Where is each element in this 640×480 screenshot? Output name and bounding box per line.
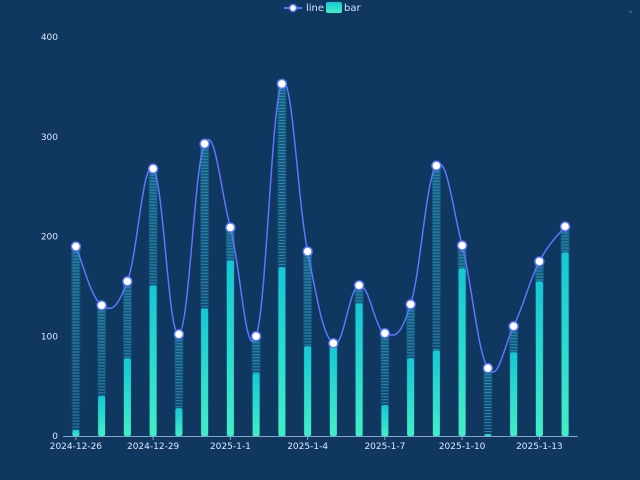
bar[interactable] [510, 352, 518, 436]
bar[interactable] [432, 350, 440, 436]
x-axis: 2024-12-26 2024-12-29 2025-1-1 2025-1-4 2025… [50, 436, 578, 452]
bar[interactable] [304, 346, 312, 436]
x-tick-label: 2024-12-26 [50, 442, 103, 452]
line-point[interactable] [199, 138, 210, 149]
y-tick-label: 100 [41, 332, 58, 342]
line-point[interactable] [173, 329, 185, 340]
legend-item-line[interactable]: line [284, 3, 324, 14]
legend-line-label: line [306, 3, 324, 14]
bar[interactable] [355, 303, 363, 436]
line-point[interactable] [482, 362, 494, 374]
bar[interactable] [252, 373, 260, 436]
y-axis: 0 100 200 300 400 [41, 33, 58, 442]
legend[interactable]: line bar [284, 2, 361, 14]
x-tick-label: 2025-1-7 [364, 442, 405, 452]
y-tick-label: 400 [41, 33, 58, 43]
x-tick-label: 2024-12-29 [127, 442, 180, 452]
legend-item-bar[interactable]: bar [326, 2, 361, 14]
legend-bar-swatch [326, 2, 342, 13]
line-point[interactable] [559, 221, 571, 232]
line-point[interactable] [328, 337, 339, 349]
bar[interactable] [278, 267, 286, 436]
x-tick-label: 2025-1-10 [439, 442, 486, 452]
bar[interactable] [98, 396, 106, 436]
guide-bar [200, 143, 210, 437]
legend-bar-label: bar [344, 3, 361, 14]
line-point[interactable] [353, 280, 365, 291]
guide-bar [277, 83, 287, 436]
line-point[interactable] [276, 78, 288, 90]
x-tick-label: 2025-1-1 [210, 442, 251, 452]
y-tick-label: 300 [41, 133, 58, 143]
guide-bars [71, 83, 570, 437]
line-point[interactable] [122, 276, 133, 287]
bar[interactable] [175, 408, 183, 436]
bar[interactable] [123, 358, 131, 436]
line-point[interactable] [379, 328, 391, 339]
x-tick-label: 2025-1-13 [516, 442, 563, 452]
bar[interactable] [407, 358, 415, 436]
line-path [75, 81, 566, 373]
guide-bar [71, 246, 81, 436]
line-points [70, 78, 571, 374]
bar[interactable] [458, 268, 466, 436]
line-series [75, 81, 566, 373]
bar[interactable] [561, 252, 569, 436]
corner-glyph: » [628, 7, 633, 16]
line-point[interactable] [70, 241, 82, 252]
legend-line-marker [288, 3, 298, 13]
line-point[interactable] [225, 222, 236, 233]
y-tick-label: 200 [41, 233, 58, 243]
bar[interactable] [535, 281, 543, 436]
bar[interactable] [329, 346, 337, 436]
x-tick-label: 2025-1-4 [287, 442, 328, 452]
bar[interactable] [201, 308, 209, 436]
line-point[interactable] [250, 331, 262, 342]
line-point[interactable] [431, 160, 442, 171]
bar-series [72, 252, 569, 436]
bar[interactable] [484, 434, 492, 436]
line-point[interactable] [405, 299, 416, 310]
line-point[interactable] [508, 321, 519, 332]
bar[interactable] [149, 285, 157, 436]
line-point[interactable] [302, 246, 313, 257]
guide-bar [174, 334, 184, 436]
bar[interactable] [226, 260, 234, 436]
guide-bar [97, 305, 107, 436]
line-point[interactable] [534, 256, 545, 267]
bar[interactable] [72, 430, 80, 436]
y-tick-label: 0 [52, 432, 58, 442]
bar[interactable] [381, 405, 389, 436]
line-point[interactable] [96, 300, 107, 311]
guide-bar [303, 251, 313, 436]
line-point[interactable] [147, 163, 159, 174]
line-point[interactable] [456, 240, 468, 251]
